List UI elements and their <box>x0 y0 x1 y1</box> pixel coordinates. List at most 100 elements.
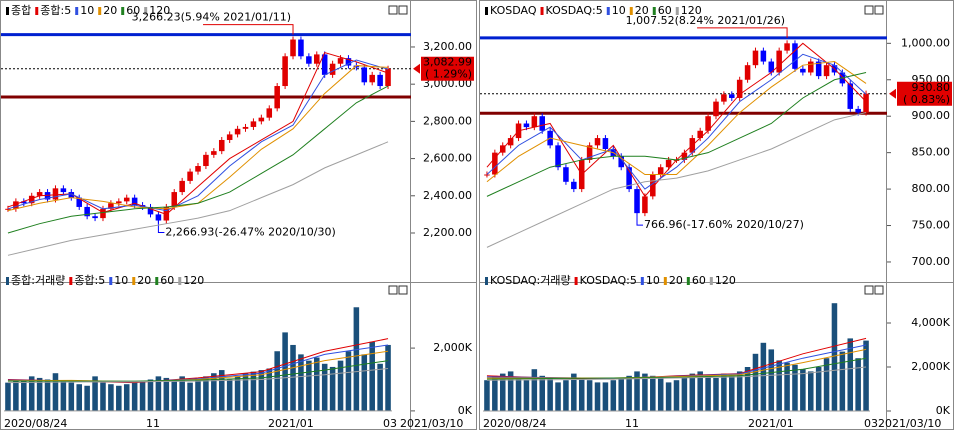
candle <box>808 61 814 73</box>
moving-average <box>7 59 389 212</box>
candle <box>226 134 233 140</box>
candle <box>634 189 640 214</box>
y-tick-label: 2,000K <box>911 360 950 373</box>
candle <box>713 101 719 117</box>
minimize-button[interactable] <box>388 5 398 15</box>
volume-bar <box>689 373 696 412</box>
minimize-button[interactable] <box>864 285 874 295</box>
candle <box>147 206 154 215</box>
minimize-button[interactable] <box>864 5 874 15</box>
candle <box>353 65 360 68</box>
legend-label: 10 <box>612 4 626 17</box>
volume-bar <box>218 370 225 411</box>
volume-bar <box>642 373 648 412</box>
x-tick-label: 2020/08/24 <box>483 417 546 430</box>
x-tick-label: 2021/01 <box>748 417 794 430</box>
volume-bar <box>800 369 806 412</box>
candle <box>594 138 601 146</box>
volume-bar <box>507 371 514 412</box>
volume-bar <box>729 375 735 412</box>
candle <box>21 201 27 204</box>
legend-swatch <box>540 7 544 15</box>
close-button[interactable] <box>874 285 884 295</box>
candle <box>250 121 257 127</box>
legend-swatch <box>69 277 73 285</box>
legend-label: 60 <box>126 4 140 17</box>
volume-bar <box>713 378 719 412</box>
close-button[interactable] <box>398 285 408 295</box>
moving-average <box>486 71 867 197</box>
volume-bar <box>282 332 288 411</box>
candle <box>60 188 67 193</box>
candle <box>195 166 201 172</box>
moving-average <box>486 61 867 183</box>
volume-bar <box>705 375 711 412</box>
volume-bar <box>673 380 680 412</box>
candle <box>203 154 209 167</box>
volume-bar <box>60 381 67 411</box>
moving-average <box>486 53 867 190</box>
volume-bar <box>665 382 672 412</box>
window-buttons[interactable] <box>388 5 884 295</box>
candle <box>507 138 514 146</box>
legend-swatch <box>6 7 9 15</box>
volume-bar <box>131 382 138 411</box>
candle <box>768 61 775 73</box>
legend-label: 120 <box>149 4 170 17</box>
volume-bar <box>147 379 154 411</box>
legend-label: 20 <box>635 4 649 17</box>
current-price-pointer <box>413 63 420 74</box>
volume-bar <box>266 368 273 411</box>
close-button[interactable] <box>398 5 408 15</box>
candle <box>13 201 19 209</box>
volume-bar <box>116 385 122 411</box>
volume-bar <box>36 377 43 411</box>
volume-bar <box>776 360 782 412</box>
candle <box>234 128 241 135</box>
candle <box>314 54 320 64</box>
candle <box>531 116 538 128</box>
y-tick-label: 0K <box>458 404 473 417</box>
volume-bar <box>847 338 854 412</box>
volume-bar <box>578 378 585 412</box>
candle <box>697 130 703 139</box>
candle <box>847 83 854 109</box>
close-button[interactable] <box>874 5 884 15</box>
legend-label: 종합:5 <box>40 4 71 17</box>
volume-bar <box>823 358 830 412</box>
high-pointer <box>203 24 294 35</box>
candle <box>665 159 672 168</box>
legend-swatch <box>144 7 148 15</box>
volume-bar <box>515 378 522 412</box>
minimize-button[interactable] <box>388 285 398 295</box>
candle <box>784 43 790 51</box>
candle <box>218 139 225 152</box>
volume-bar <box>594 382 601 412</box>
legend-swatch <box>75 7 79 15</box>
y-tick-label: 4,000K <box>911 316 950 329</box>
y-tick-label: 700.00 <box>912 255 951 268</box>
candle <box>345 58 352 66</box>
legend-swatch <box>132 277 136 285</box>
y-tick-label: 0K <box>936 404 951 417</box>
candle <box>361 67 368 83</box>
volume-bar <box>258 370 265 411</box>
legend-swatch <box>485 277 488 285</box>
candle <box>523 123 530 128</box>
candle <box>792 43 798 69</box>
legend-swatch <box>640 277 644 285</box>
legend-label: 10 <box>646 274 660 287</box>
volume-bar <box>163 377 170 411</box>
legend-label: KOSDAQ:거래량 <box>490 274 571 287</box>
x-tick-label: 2021/01 <box>268 417 314 430</box>
legend-swatch <box>686 277 690 285</box>
y-tick-label: 900.00 <box>912 109 951 122</box>
volume-bar <box>634 371 640 412</box>
candle <box>736 79 743 98</box>
volume-bar <box>602 382 609 412</box>
candle <box>266 108 273 118</box>
volume-bar <box>697 371 703 412</box>
legend-label: 10 <box>80 4 94 17</box>
x-tick-label: 2020/08/24 <box>4 417 67 430</box>
